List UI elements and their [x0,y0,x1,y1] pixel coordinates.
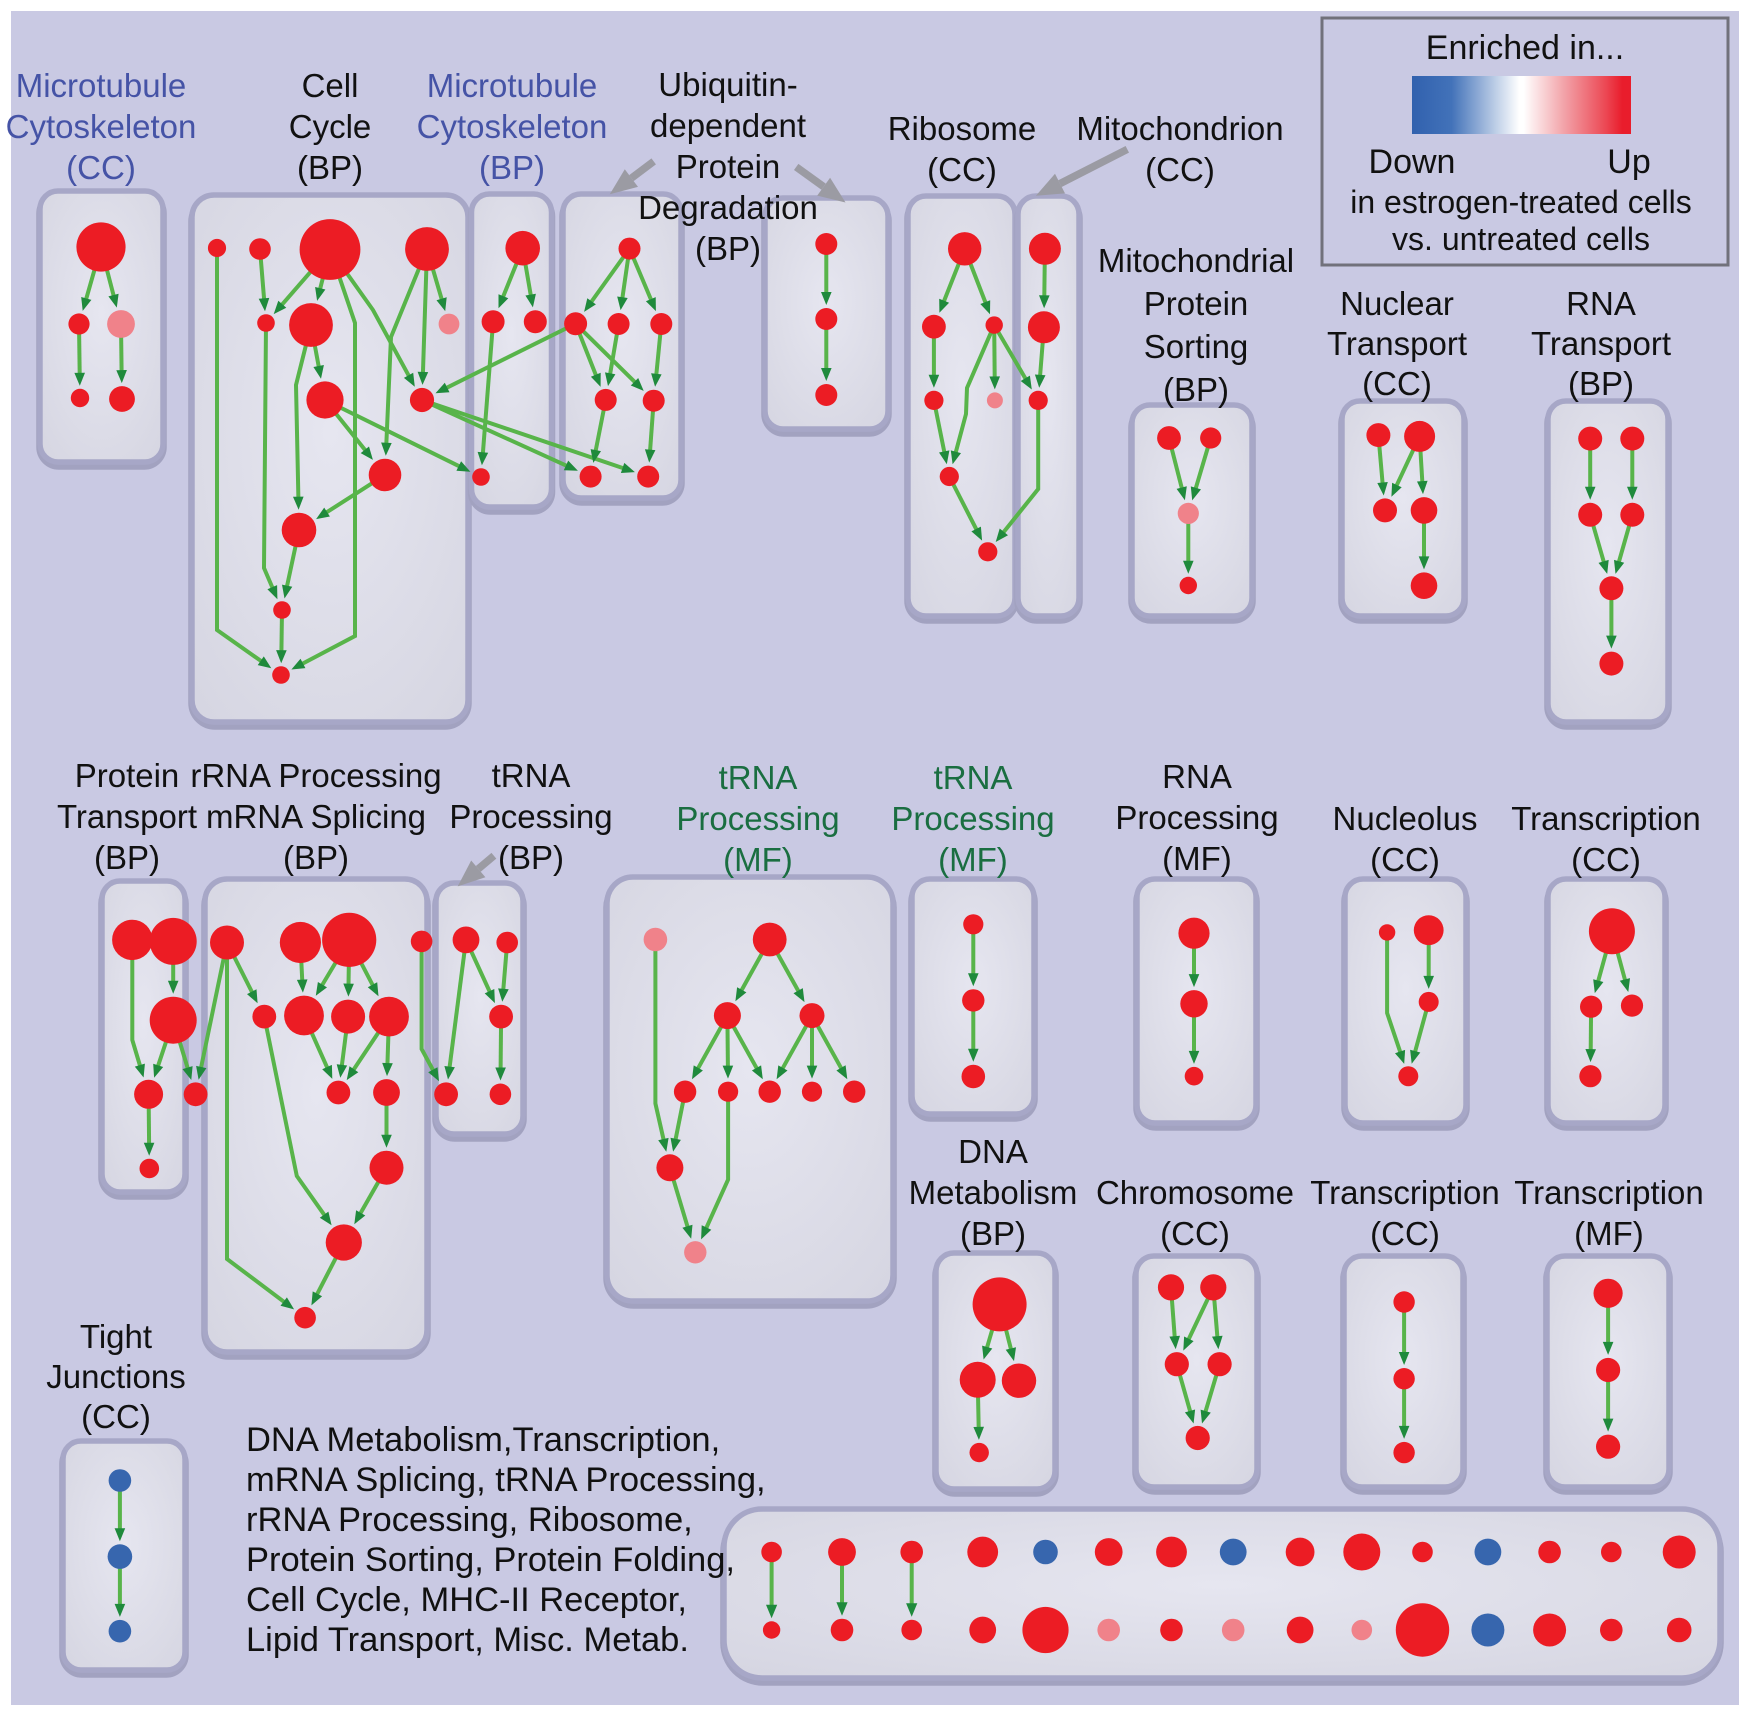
svg-text:Cytoskeleton: Cytoskeleton [417,108,608,145]
svg-text:(CC): (CC) [1571,841,1641,878]
svg-text:Protein: Protein [75,757,180,794]
svg-text:Lipid Transport, Misc. Metab.: Lipid Transport, Misc. Metab. [246,1621,689,1659]
svg-text:Nucleolus: Nucleolus [1333,800,1478,837]
svg-text:Mitochondrial: Mitochondrial [1098,242,1294,279]
svg-text:Protein: Protein [676,148,781,185]
svg-text:Transcription: Transcription [1310,1174,1500,1211]
svg-text:Microtubule: Microtubule [427,67,598,104]
svg-text:Tight: Tight [80,1318,152,1355]
svg-text:(BP): (BP) [479,149,545,186]
svg-text:Cycle: Cycle [289,108,372,145]
svg-text:(BP): (BP) [695,230,761,267]
svg-text:Down: Down [1369,143,1456,181]
svg-text:(BP): (BP) [960,1215,1026,1252]
svg-text:Chromosome: Chromosome [1096,1174,1294,1211]
svg-text:Processing: Processing [1115,799,1278,836]
svg-text:(CC): (CC) [1145,151,1215,188]
svg-text:(CC): (CC) [1362,365,1432,402]
svg-text:mRNA Splicing: mRNA Splicing [206,798,426,835]
svg-text:Metabolism: Metabolism [909,1174,1078,1211]
svg-text:Sorting: Sorting [1144,328,1249,365]
svg-text:vs. untreated cells: vs. untreated cells [1392,221,1650,257]
svg-text:Processing: Processing [891,800,1054,837]
svg-text:tRNA: tRNA [492,757,571,794]
svg-text:Enriched in...: Enriched in... [1426,29,1624,67]
svg-text:Transcription: Transcription [1514,1174,1704,1211]
svg-text:Transport: Transport [57,798,197,835]
svg-text:DNA Metabolism,Transcription,: DNA Metabolism,Transcription, [246,1421,720,1459]
svg-text:Mitochondrion: Mitochondrion [1076,110,1283,147]
svg-text:Protein: Protein [1144,285,1249,322]
svg-text:Ribosome: Ribosome [888,110,1037,147]
svg-text:RNA: RNA [1162,758,1232,795]
svg-text:Cytoskeleton: Cytoskeleton [6,108,197,145]
svg-text:(MF): (MF) [723,841,793,878]
svg-text:Degradation: Degradation [638,189,818,226]
svg-text:(BP): (BP) [1568,365,1634,402]
svg-text:Up: Up [1607,143,1650,181]
svg-text:dependent: dependent [650,107,806,144]
svg-text:Cell Cycle, MHC-II Receptor,: Cell Cycle, MHC-II Receptor, [246,1581,687,1619]
svg-text:(CC): (CC) [81,1398,151,1435]
svg-text:RNA: RNA [1566,285,1636,322]
svg-text:Transport: Transport [1531,325,1671,362]
svg-text:Ubiquitin-: Ubiquitin- [658,66,797,103]
svg-text:tRNA: tRNA [719,759,798,796]
svg-text:Processing: Processing [676,800,839,837]
svg-text:Nuclear: Nuclear [1340,285,1454,322]
svg-text:Transport: Transport [1327,325,1467,362]
svg-text:(CC): (CC) [927,151,997,188]
svg-text:DNA: DNA [958,1133,1028,1170]
svg-text:Protein Sorting, Protein Foldi: Protein Sorting, Protein Folding, [246,1541,735,1579]
svg-text:(MF): (MF) [938,841,1008,878]
svg-text:rRNA Processing, Ribosome,: rRNA Processing, Ribosome, [246,1501,693,1539]
svg-text:(BP): (BP) [1163,371,1229,408]
svg-text:Microtubule: Microtubule [16,67,187,104]
svg-text:in estrogen-treated cells: in estrogen-treated cells [1350,184,1692,220]
svg-text:(CC): (CC) [1370,1215,1440,1252]
svg-text:Junctions: Junctions [46,1358,185,1395]
svg-text:tRNA: tRNA [934,759,1013,796]
svg-text:mRNA Splicing, tRNA Processing: mRNA Splicing, tRNA Processing, [246,1461,766,1499]
svg-text:(MF): (MF) [1162,840,1232,877]
svg-text:Transcription: Transcription [1511,800,1701,837]
svg-text:(MF): (MF) [1574,1215,1644,1252]
svg-text:rRNA Processing: rRNA Processing [190,757,441,794]
svg-text:(BP): (BP) [283,839,349,876]
svg-text:(CC): (CC) [1160,1215,1230,1252]
svg-text:Processing: Processing [449,798,612,835]
svg-text:(CC): (CC) [1370,841,1440,878]
svg-text:Cell: Cell [302,67,359,104]
svg-text:(BP): (BP) [498,839,564,876]
svg-text:(BP): (BP) [297,149,363,186]
svg-text:(BP): (BP) [94,839,160,876]
svg-text:(CC): (CC) [66,149,136,186]
